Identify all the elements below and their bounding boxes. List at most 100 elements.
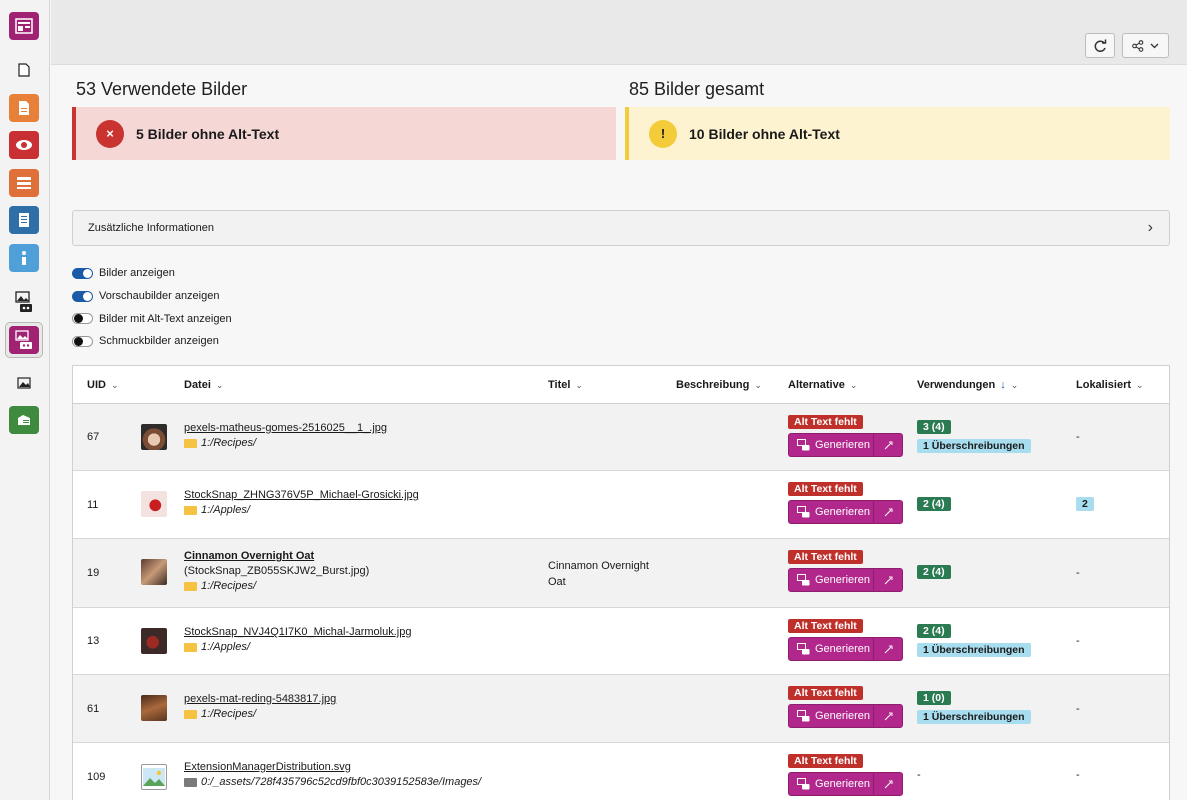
toggle-show-images[interactable]: Bilder anzeigen	[72, 262, 232, 285]
file-link[interactable]: pexels-mat-reding-5483817.jpg	[184, 693, 337, 705]
generate-button[interactable]: Generieren	[789, 434, 874, 456]
image-thumbnail[interactable]	[141, 559, 167, 585]
column-uid[interactable]: UID ⌄	[87, 379, 119, 391]
refresh-icon	[1094, 39, 1107, 52]
file-cell: Cinnamon Overnight Oat (StockSnap_ZB055S…	[184, 550, 369, 592]
file-path[interactable]: 1:/Recipes/	[201, 437, 257, 449]
generate-button-group: Generieren	[788, 704, 903, 728]
generate-button[interactable]: Generieren	[789, 638, 874, 660]
generate-options-button[interactable]	[874, 712, 902, 721]
additional-info-accordion[interactable]: Zusätzliche Informationen ›	[72, 210, 1170, 246]
view-module-icon[interactable]	[9, 131, 39, 159]
image-thumbnail[interactable]	[141, 764, 167, 790]
file-path[interactable]: 1:/Apples/	[201, 641, 250, 653]
toggle-label: Schmuckbilder anzeigen	[99, 335, 219, 348]
folder-icon	[184, 581, 197, 591]
generate-options-button[interactable]	[874, 780, 902, 789]
row-uid: 61	[87, 703, 100, 715]
localized-cell: -	[1076, 635, 1080, 647]
extension-module-icon[interactable]	[9, 406, 39, 434]
sparkle-icon	[884, 508, 892, 516]
row-uid: 19	[87, 567, 100, 579]
alternative-cell: Alt Text fehlt Generieren	[788, 619, 903, 661]
table-row: 109 ExtensionManagerDistribution.svg 0:/…	[73, 743, 1169, 800]
toggle-label: Vorschaubilder anzeigen	[99, 290, 220, 303]
file-path[interactable]: 1:/Recipes/	[201, 580, 257, 592]
generate-options-button[interactable]	[874, 508, 902, 517]
usage-count-badge[interactable]: 1 (0)	[917, 691, 951, 705]
generate-button[interactable]: Generieren	[789, 501, 874, 523]
column-lokalisiert[interactable]: Lokalisiert ⌄	[1076, 379, 1144, 391]
image-thumbnail[interactable]	[141, 491, 167, 517]
ai-image-icon	[797, 574, 810, 586]
share-button[interactable]	[1122, 33, 1169, 58]
file-path[interactable]: 0:/_assets/728f435796c52cd9fbf0c30391525…	[201, 776, 482, 788]
generate-options-button[interactable]	[874, 645, 902, 654]
alternative-cell: Alt Text fehlt Generieren	[788, 550, 903, 592]
info-module-icon[interactable]	[9, 244, 39, 272]
file-path[interactable]: 1:/Apples/	[201, 504, 250, 516]
generate-button[interactable]: Generieren	[789, 569, 874, 591]
switch-show-images[interactable]	[72, 267, 93, 279]
toggle-show-thumbnails[interactable]: Vorschaubilder anzeigen	[72, 285, 232, 308]
filelist-module-icon[interactable]	[9, 369, 39, 397]
column-alternative[interactable]: Alternative ⌄	[788, 379, 858, 391]
total-missing-alt-alert: ! 10 Bilder ohne Alt-Text	[625, 107, 1170, 160]
sparkle-icon	[884, 645, 892, 653]
column-datei[interactable]: Datei ⌄	[184, 379, 224, 391]
image-thumbnail[interactable]	[141, 424, 167, 450]
generate-button-group: Generieren	[788, 500, 903, 524]
usage-cell: 2 (4)	[917, 497, 951, 511]
file-link[interactable]: ExtensionManagerDistribution.svg	[184, 761, 351, 773]
generate-button[interactable]: Generieren	[789, 705, 874, 727]
usage-count-badge[interactable]: 2 (4)	[917, 624, 951, 638]
toggle-show-with-alt[interactable]: Bilder mit Alt-Text anzeigen	[72, 307, 232, 330]
toggle-show-decorative[interactable]: Schmuckbilder anzeigen	[72, 330, 232, 353]
alt-text-module-icon[interactable]	[5, 322, 43, 358]
switch-show-with-alt[interactable]	[72, 313, 93, 325]
generate-button-group: Generieren	[788, 772, 903, 796]
usage-count-badge[interactable]: 2 (4)	[917, 497, 951, 511]
file-link[interactable]: StockSnap_ZHNG376V5P_Michael-Grosicki.jp…	[184, 489, 419, 501]
row-uid: 13	[87, 635, 100, 647]
usage-count-badge[interactable]: 3 (4)	[917, 420, 951, 434]
title-cell: Cinnamon Overnight Oat	[548, 560, 649, 588]
image-thumbnail[interactable]	[141, 695, 167, 721]
switch-show-thumbnails[interactable]	[72, 290, 93, 302]
localized-count-badge[interactable]: 2	[1076, 497, 1094, 511]
switch-show-decorative[interactable]	[72, 335, 93, 347]
web-layout-module-icon[interactable]	[9, 12, 39, 40]
generate-button-group: Generieren	[788, 637, 903, 661]
ai-image-module-icon[interactable]	[9, 288, 39, 316]
refresh-button[interactable]	[1085, 33, 1115, 58]
overrides-badge[interactable]: 1 Überschreibungen	[917, 643, 1031, 657]
records-module-icon[interactable]	[9, 169, 39, 197]
file-path[interactable]: 1:/Recipes/	[201, 708, 257, 720]
table-header: UID ⌄ Datei ⌄ Titel ⌄ Beschreibung ⌄ Alterna…	[73, 366, 1169, 404]
file-cell: StockSnap_ZHNG376V5P_Michael-Grosicki.jp…	[184, 489, 419, 516]
column-titel[interactable]: Titel ⌄	[548, 379, 583, 391]
overrides-badge[interactable]: 1 Überschreibungen	[917, 439, 1031, 453]
image-thumbnail[interactable]	[141, 628, 167, 654]
column-verwendungen[interactable]: Verwendungen ↓ ⌄	[917, 379, 1019, 391]
share-icon	[1132, 39, 1144, 52]
usage-cell: -	[917, 769, 921, 781]
chevron-right-icon: ›	[1147, 219, 1153, 236]
column-beschreibung[interactable]: Beschreibung ⌄	[676, 379, 762, 391]
sparkle-icon	[884, 780, 892, 788]
overrides-badge[interactable]: 1 Überschreibungen	[917, 710, 1031, 724]
generate-button[interactable]: Generieren	[789, 773, 874, 795]
file-name: (StockSnap_ZB055SKJW2_Burst.jpg)	[184, 565, 370, 577]
generate-button-group: Generieren	[788, 568, 903, 592]
sparkle-icon	[884, 441, 892, 449]
report-module-icon[interactable]	[9, 206, 39, 234]
generate-options-button[interactable]	[874, 441, 902, 450]
file-link[interactable]: pexels-matheus-gomes-2516025__1_.jpg	[184, 422, 388, 434]
usage-count-badge[interactable]: 2 (4)	[917, 565, 951, 579]
file-link[interactable]: StockSnap_NVJ4Q1I7K0_Michal-Jarmoluk.jpg	[184, 626, 412, 638]
list-module-icon[interactable]	[9, 94, 39, 122]
generate-options-button[interactable]	[874, 576, 902, 585]
page-module-icon[interactable]	[9, 56, 39, 84]
table-row: 11 StockSnap_ZHNG376V5P_Michael-Grosicki…	[73, 471, 1169, 539]
file-title-link[interactable]: Cinnamon Overnight Oat	[184, 550, 315, 562]
